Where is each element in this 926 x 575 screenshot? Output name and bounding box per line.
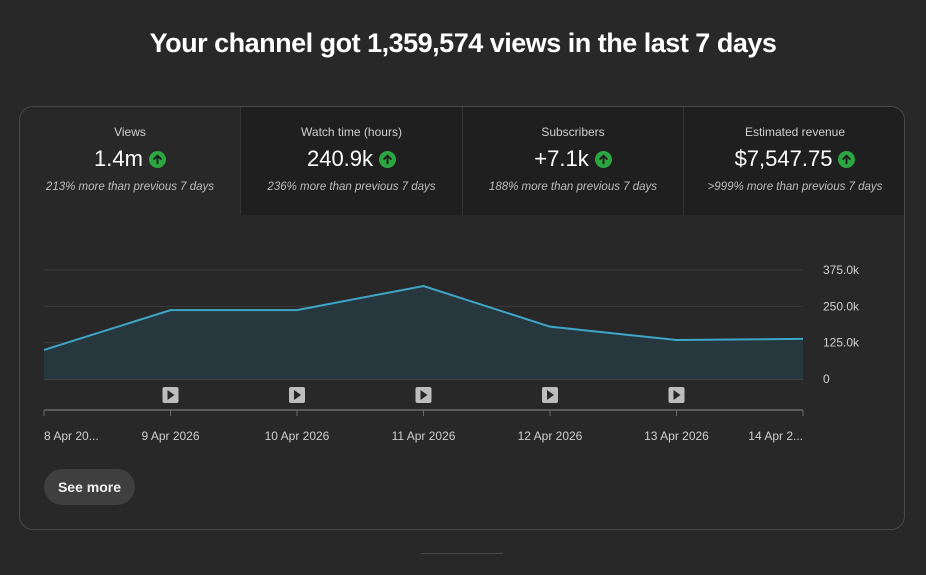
- tab-label: Subscribers: [541, 125, 605, 139]
- arrow-up-icon: [594, 150, 612, 168]
- play-icon: [547, 390, 554, 400]
- arrow-up-icon: [148, 150, 166, 168]
- tab-compare: 188% more than previous 7 days: [488, 181, 658, 193]
- tab-subscribers[interactable]: Subscribers +7.1k 188% more than previou…: [462, 107, 683, 215]
- x-tick-label: 12 Apr 2026: [518, 429, 583, 443]
- metric-tabs: Views 1.4m 213% more than previous 7 day…: [20, 107, 904, 215]
- page-title: Your channel got 1,359,574 views in the …: [149, 28, 777, 58]
- tab-views[interactable]: Views 1.4m 213% more than previous 7 day…: [20, 107, 240, 215]
- tab-value: 1.4m: [94, 146, 143, 171]
- analytics-card: Views 1.4m 213% more than previous 7 day…: [19, 106, 905, 530]
- divider: [421, 553, 503, 554]
- x-tick-label: 11 Apr 2026: [392, 429, 456, 443]
- play-icon: [420, 390, 428, 400]
- see-more-button[interactable]: See more: [44, 469, 135, 505]
- tab-label: Estimated revenue: [744, 125, 846, 139]
- play-icon: [294, 390, 301, 400]
- arrow-up-icon: [838, 150, 856, 168]
- x-tick-label: 14 Apr 2...: [748, 429, 803, 443]
- tab-value: $7,547.75: [734, 146, 833, 171]
- tab-estimated-revenue[interactable]: Estimated revenue $7,547.75 >999% more t…: [683, 107, 904, 215]
- tab-value: 240.9k: [306, 146, 374, 171]
- views-chart: 0 125.0k 250.0k 375.0k 8 Apr 20... 9 Apr 2026…: [43, 263, 860, 443]
- tab-label: Views: [114, 125, 146, 139]
- y-tick-label: 125.0k: [823, 336, 860, 350]
- x-tick-label: 13 Apr 2026: [644, 429, 709, 443]
- tab-watch-time[interactable]: Watch time (hours) 240.9k 236% more than…: [240, 107, 462, 215]
- tab-label: Watch time (hours): [301, 125, 402, 139]
- x-tick-label: 10 Apr 2026: [265, 429, 330, 443]
- play-icon: [673, 390, 681, 400]
- x-tick-label: 9 Apr 2026: [141, 429, 199, 443]
- y-tick-label: 375.0k: [823, 263, 860, 277]
- y-tick-label: 0: [823, 372, 830, 386]
- arrow-up-icon: [379, 150, 397, 168]
- tab-value: +7.1k: [534, 146, 589, 171]
- tab-compare: 213% more than previous 7 days: [45, 181, 215, 193]
- x-tick-label: 8 Apr 20...: [44, 429, 99, 443]
- play-icon: [167, 390, 175, 400]
- tab-compare: 236% more than previous 7 days: [267, 181, 436, 193]
- tab-compare: >999% more than previous 7 days: [707, 181, 883, 193]
- y-tick-label: 250.0k: [823, 299, 860, 313]
- area-fill: [44, 285, 803, 379]
